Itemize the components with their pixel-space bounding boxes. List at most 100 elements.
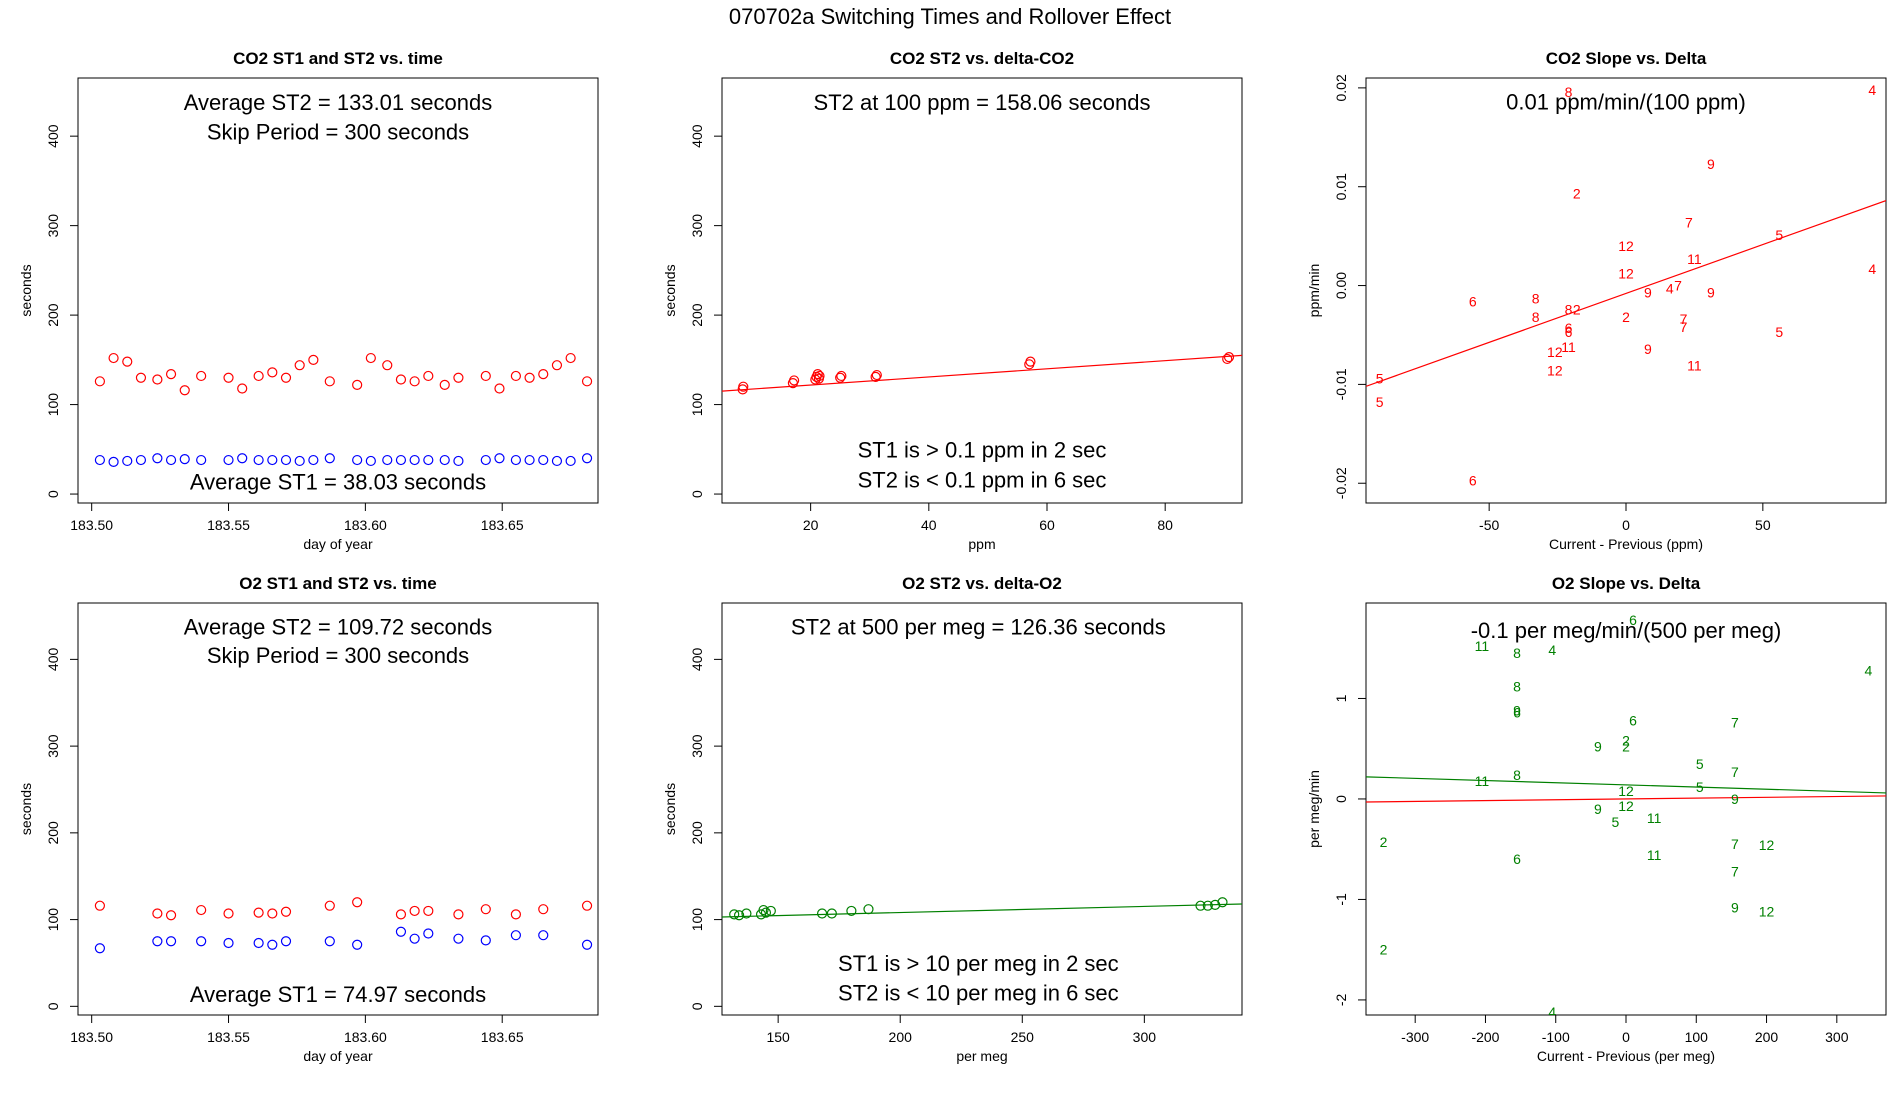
data-point [439, 454, 450, 466]
y-tick-label: 0 [45, 490, 61, 498]
y-tick-label: -1 [1333, 893, 1349, 906]
annotation: Skip Period = 300 seconds [207, 120, 469, 145]
data-point-label: 11 [1647, 847, 1662, 863]
chart-panel-co2-delta: CO2 ST2 vs. delta-CO2 20 40 60 80 0 100 200 300 4… [662, 49, 1243, 552]
data-point-label: 6 [1565, 324, 1573, 340]
data-point [365, 352, 376, 364]
fit-line [1366, 776, 1886, 794]
data-point-label: 5 [1775, 227, 1783, 243]
data-point [538, 454, 549, 466]
x-tick-label: 0 [1622, 517, 1630, 533]
x-tick-label: 150 [766, 1029, 790, 1045]
plot-area [722, 897, 1242, 921]
x-tick-label: 183.60 [344, 1029, 387, 1045]
data-point-label: 4 [1666, 281, 1674, 297]
data-point-label: 7 [1674, 278, 1682, 294]
data-point [267, 454, 278, 466]
data-point-label: 8 [1513, 767, 1521, 783]
y-tick-label: 300 [689, 214, 705, 238]
data-point [179, 385, 190, 396]
y-tick-label: 1 [1333, 694, 1349, 702]
data-point-label: 11 [1475, 773, 1490, 789]
fit-line [722, 354, 1242, 392]
data-point-label: 11 [1687, 358, 1702, 374]
data-point [308, 354, 319, 365]
data-point-label: 4 [1548, 1004, 1556, 1020]
y-tick-label: 200 [689, 821, 705, 845]
y-tick-label: 400 [45, 124, 61, 148]
x-tick-label: 60 [1039, 517, 1055, 533]
data-point [165, 910, 177, 921]
data-point-label: 7 [1680, 319, 1688, 335]
y-tick-label: 300 [689, 734, 705, 758]
data-point [253, 370, 264, 382]
data-point [179, 454, 190, 465]
data-point [324, 936, 335, 947]
plot-frame [721, 602, 1243, 1016]
fit-line [1366, 795, 1886, 803]
data-point-label: 9 [1513, 703, 1521, 719]
data-point [480, 370, 491, 382]
data-point [423, 928, 434, 939]
x-tick-label: -300 [1401, 1029, 1429, 1045]
data-point-label: 11 [1687, 251, 1702, 267]
data-point [816, 908, 828, 919]
data-point [352, 454, 363, 466]
x-axis-label: day of year [303, 1048, 373, 1064]
data-point [122, 356, 133, 367]
data-point [510, 370, 521, 382]
data-point-label: 7 [1731, 863, 1739, 879]
y-tick-label: 100 [45, 908, 61, 932]
data-point [165, 454, 177, 466]
chart-panel-o2-slope: O2 Slope vs. Delta -300 -200 -100 0 100 200 300… [1306, 574, 1887, 1064]
data-point-label: 2 [1622, 739, 1630, 755]
data-point [453, 372, 464, 383]
data-point [308, 454, 319, 466]
data-point-label: 6 [1629, 612, 1637, 628]
data-point-label: 2 [1573, 301, 1581, 317]
data-point [409, 905, 420, 917]
data-point [538, 904, 549, 915]
plot-frame [1365, 77, 1887, 504]
y-axis-label: per meg/min [1306, 770, 1322, 848]
data-point [196, 454, 207, 466]
data-point-label: 2 [1380, 834, 1388, 850]
chart-title: CO2 ST2 vs. delta-CO2 [890, 49, 1074, 68]
annotation: ST1 is > 10 per meg in 2 sec [838, 951, 1119, 976]
data-point [324, 900, 335, 911]
x-tick-label: 183.50 [70, 517, 113, 533]
data-point [122, 455, 133, 467]
data-point [1195, 900, 1206, 911]
x-tick-label: 250 [1011, 1029, 1035, 1045]
x-tick-label: 40 [921, 517, 937, 533]
y-tick-label: 0 [45, 1002, 61, 1010]
data-point [280, 936, 292, 947]
data-point [223, 908, 234, 919]
data-point [524, 372, 535, 383]
data-point [581, 939, 593, 950]
data-point-label: 12 [1547, 344, 1563, 360]
data-point-label: 8 [1565, 84, 1573, 100]
chart-title: O2 ST1 and ST2 vs. time [239, 574, 436, 593]
data-point [237, 383, 248, 394]
data-point [760, 907, 772, 918]
data-point [135, 454, 147, 466]
annotation: Average ST2 = 133.01 seconds [184, 90, 492, 115]
x-tick-label: 0 [1622, 1029, 1630, 1045]
data-point-label: 2 [1622, 733, 1630, 749]
x-tick-label: 183.55 [207, 1029, 250, 1045]
x-tick-label: 183.50 [70, 1029, 113, 1045]
y-tick-label: 400 [689, 647, 705, 671]
data-point-label: 9 [1731, 899, 1739, 915]
data-point [237, 453, 248, 464]
data-point [494, 383, 505, 394]
data-point-label: 8 [1565, 301, 1573, 317]
chart-title: CO2 Slope vs. Delta [1546, 49, 1707, 68]
data-point-label: 11 [1475, 638, 1490, 654]
data-point-label: 5 [1376, 370, 1384, 386]
data-point [1217, 897, 1228, 908]
data-point [565, 455, 576, 467]
plot-area [94, 897, 593, 954]
data-point-label: 2 [1622, 309, 1630, 325]
data-point [108, 456, 119, 467]
